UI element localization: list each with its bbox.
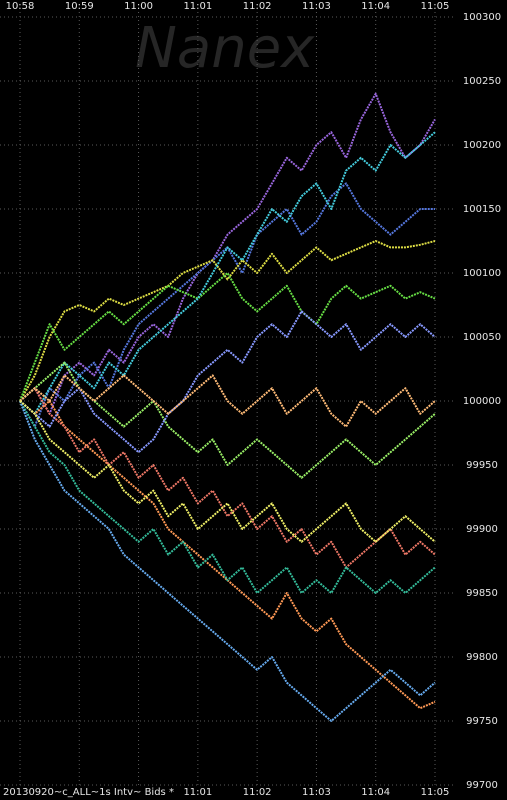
series-line <box>19 374 436 428</box>
series-line <box>19 400 436 543</box>
y-tick-label: 100150 <box>463 204 501 215</box>
series-line <box>19 400 436 710</box>
grid <box>0 12 455 786</box>
x-tick-label: 11:01 <box>183 1 212 12</box>
y-tick-label: 99950 <box>466 460 498 471</box>
watermark: Nanex <box>135 16 315 81</box>
y-tick-label: 100250 <box>463 76 501 87</box>
series-line <box>19 240 436 402</box>
series-line <box>19 400 436 722</box>
series-line <box>19 361 436 479</box>
series-line <box>19 131 436 415</box>
y-tick-label: 99850 <box>466 588 498 599</box>
series-line <box>19 272 436 402</box>
footer-label: 20130920~c_ALL~1s Intv~ Bids * <box>3 787 174 798</box>
x-tick-label: 11:03 <box>302 787 331 798</box>
y-tick-label: 100050 <box>463 332 501 343</box>
series-line <box>19 387 436 569</box>
x-tick-label: 11:02 <box>243 1 272 12</box>
series-line <box>19 92 436 415</box>
x-tick-label: 10:59 <box>65 1 94 12</box>
x-tick-label: 11:04 <box>361 787 390 798</box>
y-tick-label: 100000 <box>463 396 501 407</box>
y-tick-label: 100300 <box>463 12 501 23</box>
x-tick-label: 11:01 <box>183 787 212 798</box>
y-tick-label: 100100 <box>463 268 501 279</box>
y-tick-label: 99900 <box>466 524 498 535</box>
series-line <box>19 400 436 594</box>
x-tick-label: 11:05 <box>421 1 450 12</box>
y-tick-label: 100200 <box>463 140 501 151</box>
series-line <box>19 310 436 454</box>
x-tick-label: 11:02 <box>243 787 272 798</box>
x-tick-label: 11:03 <box>302 1 331 12</box>
y-tick-label: 99800 <box>466 652 498 663</box>
x-tick-label: 11:05 <box>421 787 450 798</box>
y-tick-label: 99750 <box>466 716 498 727</box>
x-tick-label: 11:04 <box>361 1 390 12</box>
x-tick-label: 10:58 <box>6 1 35 12</box>
x-tick-label: 11:00 <box>124 1 153 12</box>
y-tick-label: 99700 <box>466 780 498 791</box>
